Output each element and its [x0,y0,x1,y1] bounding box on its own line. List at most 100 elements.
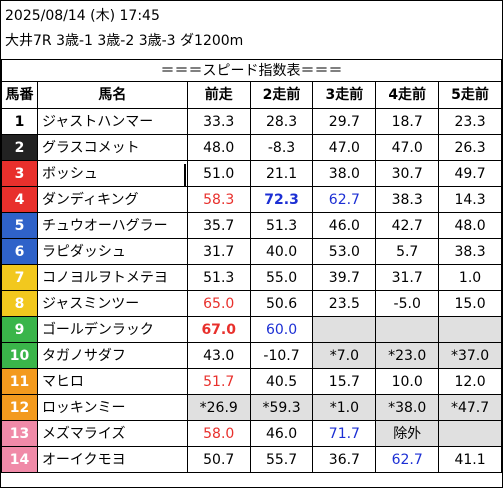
horse-name-cell: ジャスミンツー [36,290,188,317]
column-header: 馬名 [36,81,188,109]
speed-index-cell: 21.1 [249,160,314,187]
horse-number-cell: 3 [1,160,38,187]
speed-index-cell: 50.7 [186,446,251,473]
table-row: 11 マヒロ 51.7 40.5 15.7 10.0 12.0 [1,368,502,395]
table-row: 1 ジャストハンマー 33.3 28.3 29.7 18.7 23.3 [1,108,502,135]
speed-index-cell: 35.7 [186,212,251,239]
speed-index-cell: 46.0 [249,420,314,447]
speed-index-cell: 29.7 [312,108,377,135]
speed-index-cell: *26.9 [186,394,251,421]
speed-index-cell: *38.0 [375,394,440,421]
speed-index-cell: 62.7 [375,446,440,473]
table-row: 6 ラピダッシュ 31.7 40.0 53.0 5.7 38.3 [1,238,502,265]
horse-name-cell: ボッシュ [36,160,188,187]
speed-index-cell: 55.0 [249,264,314,291]
speed-index-cell: 51.3 [186,264,251,291]
speed-index-cell: 38.0 [312,160,377,187]
column-header: 2走前 [249,81,314,109]
speed-index-cell: 5.7 [375,238,440,265]
speed-index-cell: 33.3 [186,108,251,135]
speed-index-cell: 51.0 [186,160,251,187]
table-row: 5 チュウオーハグラー 35.7 51.3 46.0 42.7 48.0 [1,212,502,239]
horse-name-cell: ダンディキング [36,186,188,213]
horse-number-cell: 2 [1,134,38,161]
speed-index-cell: 31.7 [186,238,251,265]
table-row: 7 コノヨルヲトメテヨ 51.3 55.0 39.7 31.7 1.0 [1,264,502,291]
speed-index-cell: 36.7 [312,446,377,473]
speed-index-cell: 18.7 [375,108,440,135]
horse-name-cell: ゴールデンラック [36,316,188,343]
horse-name-cell: チュウオーハグラー [36,212,188,239]
table-row: 8 ジャスミンツー 65.0 50.6 23.5 -5.0 15.0 [1,290,502,317]
speed-index-cell: 55.7 [249,446,314,473]
speed-index-cell: 58.0 [186,420,251,447]
horse-number-cell: 10 [1,342,38,369]
speed-index-cell: -5.0 [375,290,440,317]
horse-number-cell: 5 [1,212,38,239]
speed-index-cell: 51.3 [249,212,314,239]
speed-index-cell [312,316,377,343]
speed-index-cell: 58.3 [186,186,251,213]
speed-index-cell: *47.7 [438,394,502,421]
speed-index-cell: 15.0 [438,290,502,317]
speed-index-cell: 14.3 [438,186,502,213]
horse-number-cell: 12 [1,394,38,421]
speed-index-cell: 40.0 [249,238,314,265]
speed-index-cell: 除外 [375,420,440,447]
speed-index-cell: 62.7 [312,186,377,213]
column-header: 前走 [186,81,251,109]
text-cursor [184,164,186,186]
speed-index-cell: 15.7 [312,368,377,395]
speed-index-cell: -10.7 [249,342,314,369]
speed-index-cell: 47.0 [312,134,377,161]
speed-index-cell: 60.0 [249,316,314,343]
column-header: 4走前 [375,81,440,109]
speed-index-cell: 28.3 [249,108,314,135]
speed-index-cell: 26.3 [438,134,502,161]
horse-name-cell: オーイクモヨ [36,446,188,473]
table-title-row: ＝＝＝スピード指数表＝＝＝ [1,59,502,82]
speed-index-cell: 72.3 [249,186,314,213]
table-row: 12 ロッキンミー *26.9 *59.3 *1.0 *38.0 *47.7 [1,394,502,421]
column-header: 5走前 [438,81,502,109]
speed-index-cell: *1.0 [312,394,377,421]
speed-index-cell: 30.7 [375,160,440,187]
speed-index-cell: *37.0 [438,342,502,369]
speed-index-cell: 47.0 [375,134,440,161]
speed-index-cell: 43.0 [186,342,251,369]
speed-index-cell: 46.0 [312,212,377,239]
table-row: 13 メズマライズ 58.0 46.0 71.7 除外 [1,420,502,447]
speed-index-table: ＝＝＝スピード指数表＝＝＝ 馬番 馬名 前走 2走前 3走前 4走前 5走前 1… [1,59,502,473]
table-row: 10 タガノサダフ 43.0 -10.7 *7.0 *23.0 *37.0 [1,342,502,369]
speed-index-cell: *23.0 [375,342,440,369]
speed-index-cell: 51.7 [186,368,251,395]
table-row: 3 ボッシュ 51.0 21.1 38.0 30.7 49.7 [1,160,502,187]
table-row: 14 オーイクモヨ 50.7 55.7 36.7 62.7 41.1 [1,446,502,473]
speed-index-cell: 12.0 [438,368,502,395]
horse-number-cell: 6 [1,238,38,265]
horse-name-cell: コノヨルヲトメテヨ [36,264,188,291]
speed-index-cell: 50.6 [249,290,314,317]
datetime-label: 2025/08/14 (木) 17:45 [5,8,160,24]
speed-index-cell: 40.5 [249,368,314,395]
speed-index-cell: 31.7 [375,264,440,291]
speed-index-cell: 71.7 [312,420,377,447]
horse-name-cell: メズマライズ [36,420,188,447]
horse-number-cell: 4 [1,186,38,213]
horse-name-cell: ロッキンミー [36,394,188,421]
horse-name-cell: マヒロ [36,368,188,395]
speed-index-cell [438,316,502,343]
column-header: 馬番 [1,81,38,109]
speed-index-cell: 42.7 [375,212,440,239]
table-title: ＝＝＝スピード指数表＝＝＝ [1,59,502,82]
speed-index-cell: -8.3 [249,134,314,161]
speed-index-cell: 38.3 [375,186,440,213]
horse-number-cell: 11 [1,368,38,395]
speed-index-cell: 41.1 [438,446,502,473]
horse-name-cell: タガノサダフ [36,342,188,369]
speed-index-cell: 23.5 [312,290,377,317]
horse-number-cell: 13 [1,420,38,447]
speed-index-cell: 23.3 [438,108,502,135]
speed-index-cell: 1.0 [438,264,502,291]
